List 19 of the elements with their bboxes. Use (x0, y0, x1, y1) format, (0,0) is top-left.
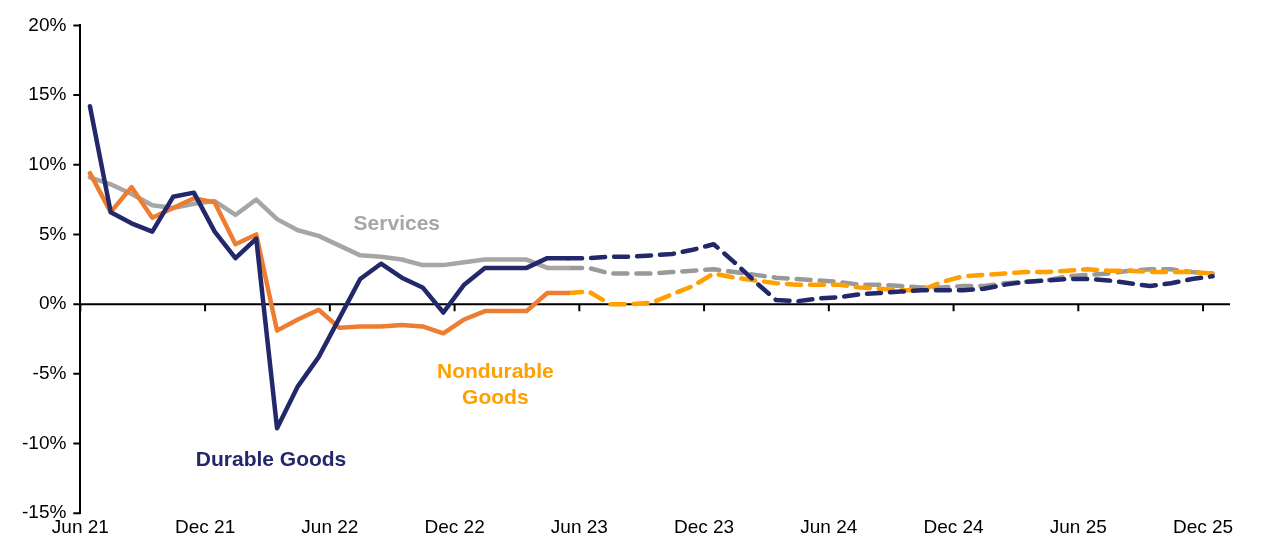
x-tick-label: Jun 24 (800, 515, 858, 537)
x-tick-label: Dec 24 (923, 515, 985, 537)
y-tick-label: 20% (28, 13, 67, 35)
y-tick-label: 15% (28, 83, 67, 105)
y-tick-label: 5% (38, 222, 67, 244)
x-tick-label: Jun 23 (550, 515, 608, 537)
series-label: Durable Goods (195, 446, 347, 470)
series-label: Services (353, 211, 440, 235)
y-tick-label: 0% (38, 292, 67, 314)
y-tick-label: -10% (22, 431, 67, 453)
x-tick-label: Dec 22 (424, 515, 485, 537)
y-tick-label: -5% (32, 362, 67, 384)
x-tick-label: Dec 21 (175, 515, 236, 537)
x-tick-label: Dec 25 (1172, 515, 1234, 537)
x-tick-label: Jun 25 (1049, 515, 1107, 537)
x-tick-label: Jun 22 (301, 515, 359, 537)
y-tick-label: 10% (28, 153, 67, 175)
series-label: Nondurable Goods (437, 359, 554, 409)
x-tick-label: Dec 23 (673, 515, 735, 537)
